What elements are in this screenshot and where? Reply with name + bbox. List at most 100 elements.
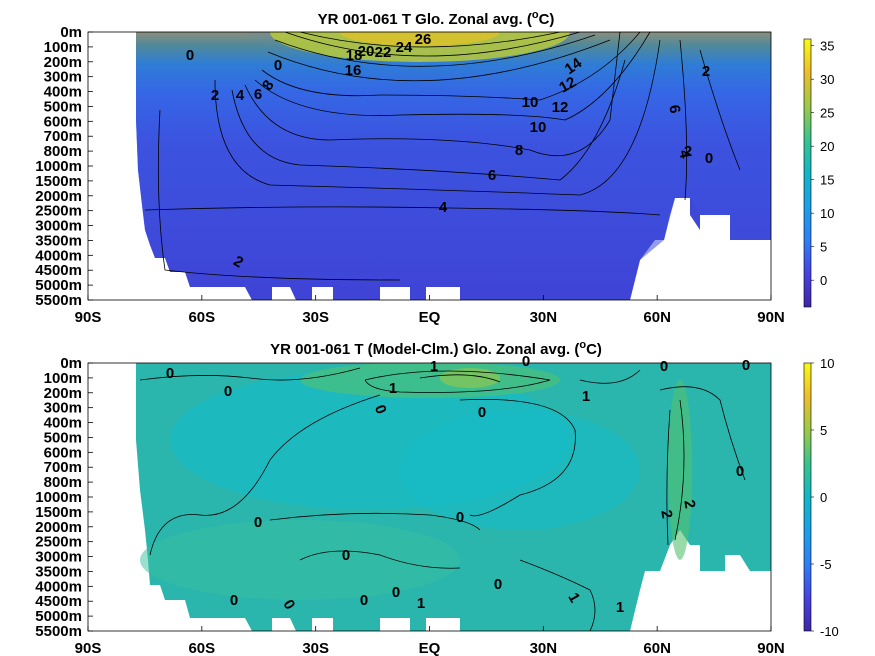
- y-tick-label: 800m: [44, 474, 82, 491]
- colorbar-tick-label: 5: [820, 240, 827, 255]
- panel-top-x-ticks: 90S 60S 30S EQ 30N 60N 90N: [75, 295, 785, 326]
- panel-bottom-y-ticks: 0m100m200m300m400m500m600m700m800m1000m1…: [35, 355, 93, 640]
- contour-label: 0: [456, 509, 464, 526]
- x-tick-label: 60N: [643, 640, 671, 656]
- y-tick-label: 2000m: [35, 188, 82, 205]
- contour-label: 22: [375, 44, 392, 61]
- x-tick-label: 90S: [75, 309, 102, 326]
- contour-label: 1: [430, 358, 438, 375]
- panel-bottom-field: [136, 363, 771, 631]
- y-tick-label: 3000m: [35, 549, 82, 566]
- contour-label: 26: [415, 31, 432, 48]
- contour-label: 1: [582, 388, 590, 405]
- y-tick-label: 2500m: [35, 534, 82, 551]
- y-tick-label: 1500m: [35, 173, 82, 190]
- contour-label: 6: [665, 104, 683, 115]
- contour-label: 4: [236, 87, 245, 104]
- contour-label: 6: [254, 86, 262, 103]
- y-tick-label: 4500m: [35, 593, 82, 610]
- panel-top-y-ticks: 0m100m200m300m400m500m600m700m800m1000m1…: [35, 24, 93, 309]
- colorbar-tick-label: 30: [820, 72, 834, 87]
- x-tick-label: 30S: [302, 640, 329, 656]
- contour-label: 0: [660, 358, 668, 375]
- y-tick-label: 3000m: [35, 218, 82, 235]
- y-tick-label: 100m: [44, 370, 82, 387]
- contour-label: 1: [417, 595, 425, 612]
- y-tick-label: 600m: [44, 444, 82, 461]
- contour-label: 2: [702, 63, 710, 80]
- x-tick-label: EQ: [419, 640, 441, 656]
- contour-label: 4: [675, 149, 693, 161]
- contour-label: 2: [684, 143, 692, 160]
- contour-label: 0: [342, 547, 350, 564]
- colorbar-tick-label: 10: [820, 206, 834, 221]
- colorbar-tick-label: 25: [820, 106, 834, 121]
- panel-top-title: YR 001-061 T Glo. Zonal avg. (oC): [318, 9, 555, 28]
- y-tick-label: 2500m: [35, 203, 82, 220]
- colorbar-tick-label: 15: [820, 173, 834, 188]
- colorbar-tick-label: 0: [820, 273, 827, 288]
- contour-label: 0: [274, 57, 282, 74]
- contour-label: 10: [522, 94, 539, 111]
- contour-label: 0: [166, 365, 174, 382]
- y-tick-label: 4500m: [35, 262, 82, 279]
- colorbar-tick-label: 20: [820, 139, 834, 154]
- panel-bottom-title: YR 001-061 T (Model-Clm.) Glo. Zonal avg…: [270, 339, 602, 358]
- contour-label: 0: [186, 47, 194, 64]
- panel-bottom-x-ticks: 90S 60S 30S EQ 30N 60N 90N: [75, 626, 785, 656]
- y-tick-label: 700m: [44, 459, 82, 476]
- contour-label: 0: [224, 383, 232, 400]
- colorbar-tick-label: -5: [820, 557, 832, 572]
- x-tick-label: 30N: [530, 640, 558, 656]
- panel-top-colorbar: 35 30 25 20 15 10 5 0: [803, 38, 834, 308]
- panel-top-field: [136, 32, 771, 300]
- x-tick-label: 60S: [188, 309, 215, 326]
- y-tick-label: 1000m: [35, 158, 82, 175]
- y-tick-label: 500m: [44, 429, 82, 446]
- contour-label: 16: [345, 62, 362, 79]
- contour-label: 8: [515, 142, 523, 159]
- panel-bottom-colorbar: 10 5 0 -5 -10: [803, 356, 839, 639]
- contour-label: 2: [680, 499, 698, 510]
- contour-label: 20: [358, 43, 375, 60]
- contour-label: 0: [254, 514, 262, 531]
- contour-label: 0: [360, 592, 368, 609]
- contour-label: 0: [736, 463, 744, 480]
- y-tick-label: 300m: [44, 400, 82, 417]
- y-tick-label: 400m: [44, 84, 82, 101]
- y-tick-label: 200m: [44, 385, 82, 402]
- y-tick-label: 0m: [60, 355, 82, 372]
- y-tick-label: 5000m: [35, 608, 82, 625]
- contour-label: 12: [552, 99, 569, 116]
- y-tick-label: 1500m: [35, 504, 82, 521]
- x-tick-label: 90S: [75, 640, 102, 656]
- contour-label: 4: [439, 199, 448, 216]
- contour-label: 6: [488, 167, 496, 184]
- y-tick-label: 0m: [60, 24, 82, 41]
- y-tick-label: 200m: [44, 54, 82, 71]
- x-tick-label: 30N: [530, 309, 558, 326]
- contour-label: 1: [616, 599, 624, 616]
- y-tick-label: 4000m: [35, 247, 82, 264]
- contour-label: 0: [742, 357, 750, 374]
- contour-label: 0: [522, 353, 530, 370]
- contour-label: 2: [657, 509, 675, 520]
- colorbar-tick-label: -10: [820, 624, 839, 639]
- x-tick-label: 30S: [302, 309, 329, 326]
- contour-label: 24: [396, 39, 413, 56]
- colorbar-tick-label: 0: [820, 490, 827, 505]
- panel-top: YR 001-061 T Glo. Zonal avg. (oC): [35, 9, 834, 326]
- contour-label: 0: [494, 576, 502, 593]
- y-tick-label: 4000m: [35, 578, 82, 595]
- contour-label: 0: [478, 404, 486, 421]
- contour-label: 12: [556, 74, 579, 97]
- contour-label: 18: [346, 47, 363, 64]
- y-tick-label: 5000m: [35, 277, 82, 294]
- y-tick-label: 1000m: [35, 489, 82, 506]
- y-tick-label: 300m: [44, 69, 82, 86]
- y-tick-label: 800m: [44, 143, 82, 160]
- x-tick-label: 90N: [757, 640, 785, 656]
- contour-label: 0: [392, 584, 400, 601]
